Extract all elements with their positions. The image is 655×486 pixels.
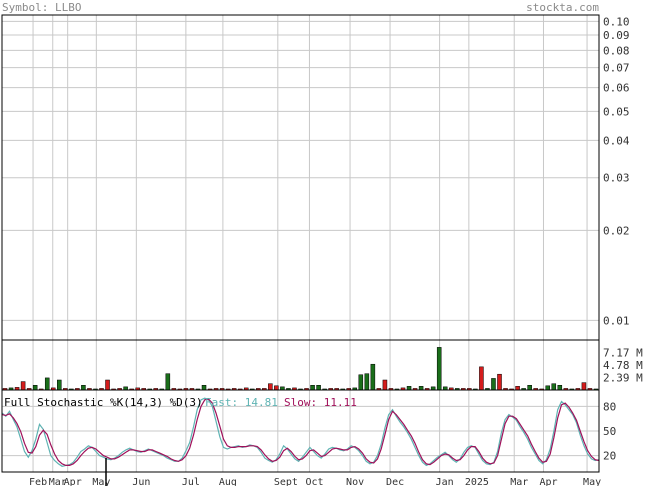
stoch-tick-label: 80 [603, 400, 616, 413]
stoch-title: Full Stochastic %K(14,3) %D(3) [4, 396, 203, 409]
volume-bar [310, 385, 315, 391]
x-tick-label: Feb [29, 477, 47, 486]
volume-bar [316, 385, 321, 391]
volume-bar [165, 373, 171, 391]
price-tick-label: 0.02 [603, 224, 630, 237]
volume-bar [557, 385, 563, 391]
x-tick-label: Jul [182, 477, 200, 486]
volume-bar [20, 381, 26, 391]
stoch-frame [1, 389, 600, 473]
volume-bar [497, 373, 502, 391]
volume-bar [581, 382, 587, 391]
price-tick-label: 0.01 [603, 314, 630, 327]
volume-bar [105, 379, 110, 391]
price-tick-label: 0.03 [603, 172, 630, 185]
volume-frame [1, 339, 600, 391]
price-tick-label: 0.04 [603, 134, 630, 147]
x-tick-label: 2025 [465, 477, 489, 486]
volume-bar [551, 383, 557, 391]
volume-bar [201, 385, 207, 391]
volume-bar [436, 347, 442, 391]
x-tick-label: Nov [346, 477, 364, 486]
site-brand: stockta.com [526, 1, 599, 14]
x-tick-label: May [92, 477, 110, 486]
x-tick-label: Aug [219, 477, 237, 486]
volume-bar [268, 383, 273, 391]
volume-tick-label: 7.17 M [603, 346, 643, 359]
volume-bar [57, 379, 62, 391]
stoch-tick-label: 50 [603, 425, 616, 438]
volume-bar [81, 385, 86, 391]
x-tick-label: Mar [49, 477, 67, 486]
volume-bar [370, 363, 376, 391]
stoch-tick-label: 20 [603, 450, 616, 463]
stoch-slow-line [1, 398, 600, 466]
volume-bar [479, 366, 484, 391]
volume-tick-label: 2.39 M [603, 371, 643, 384]
volume-bar [418, 386, 424, 391]
x-tick-label: May [583, 477, 601, 486]
x-tick-label: Apr [64, 477, 82, 486]
volume-bar [545, 385, 551, 391]
price-tick-label: 0.06 [603, 82, 630, 95]
volume-bar [274, 385, 279, 391]
x-tick-label: Sept [274, 477, 298, 486]
volume-bar [382, 379, 388, 391]
price-tick-label: 0.09 [603, 29, 630, 42]
symbol-label: Symbol: LLBO [2, 1, 82, 14]
volume-tick-label: 4.78 M [603, 359, 643, 372]
x-tick-label: Jan [436, 477, 454, 486]
price-tick-label: 0.07 [603, 62, 630, 75]
stoch-slow-value: Slow: 11.11 [284, 396, 357, 409]
volume-bar [527, 385, 532, 391]
x-tick-label: Mar [510, 477, 528, 486]
volume-bar [44, 377, 50, 391]
x-tick-label: Dec [386, 477, 404, 486]
volume-bar [32, 385, 38, 391]
volume-bar [358, 374, 364, 391]
stoch-fast-value: Fast: 14.81 [205, 396, 278, 409]
volume-bar [515, 386, 520, 391]
x-tick-label: Oct [305, 477, 323, 486]
price-tick-label: 0.08 [603, 44, 630, 57]
volume-bar [491, 378, 496, 391]
x-tick-label: Apr [539, 477, 557, 486]
volume-bar [406, 386, 412, 391]
x-tick-label: Jun [132, 477, 150, 486]
price-tick-label: 0.10 [603, 15, 630, 28]
price-tick-label: 0.05 [603, 105, 630, 118]
volume-bar [364, 373, 370, 391]
